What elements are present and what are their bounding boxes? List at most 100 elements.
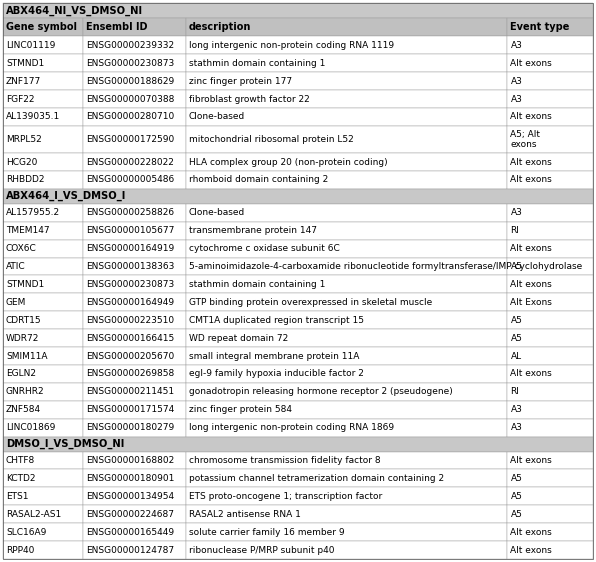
Text: ATIC: ATIC (6, 262, 26, 271)
Bar (3, 505, 83, 523)
Bar (83, 329, 186, 347)
Bar (507, 419, 593, 437)
Text: STMND1: STMND1 (6, 280, 44, 289)
Text: ENSG00000180901: ENSG00000180901 (86, 474, 174, 483)
Text: ETS proto-oncogene 1; transcription factor: ETS proto-oncogene 1; transcription fact… (189, 492, 382, 501)
Text: RHBDD2: RHBDD2 (6, 175, 45, 184)
Bar (507, 505, 593, 523)
Text: RI: RI (510, 226, 519, 235)
Text: Alt exons: Alt exons (510, 456, 552, 465)
Bar (507, 108, 593, 126)
Bar (507, 18, 593, 37)
Bar (83, 505, 186, 523)
Bar (507, 171, 593, 189)
Text: ABX464_I_VS_DMSO_I: ABX464_I_VS_DMSO_I (6, 191, 126, 202)
Bar (186, 541, 507, 559)
Text: AL: AL (510, 352, 522, 361)
Text: A3: A3 (510, 76, 522, 85)
Bar (507, 451, 593, 469)
Bar (83, 293, 186, 311)
Text: ENSG00000134954: ENSG00000134954 (86, 492, 174, 501)
Text: DMSO_I_VS_DMSO_NI: DMSO_I_VS_DMSO_NI (6, 439, 125, 449)
Text: Clone-based: Clone-based (189, 209, 245, 217)
Bar (3, 204, 83, 221)
Text: stathmin domain containing 1: stathmin domain containing 1 (189, 59, 325, 68)
Bar (507, 72, 593, 90)
Bar (3, 383, 83, 401)
Text: Gene symbol: Gene symbol (6, 22, 77, 32)
Text: Alt exons: Alt exons (510, 528, 552, 537)
Text: rhomboid domain containing 2: rhomboid domain containing 2 (189, 175, 328, 184)
Bar (186, 347, 507, 365)
Text: long intergenic non-protein coding RNA 1869: long intergenic non-protein coding RNA 1… (189, 423, 394, 432)
Bar (186, 108, 507, 126)
Text: WDR72: WDR72 (6, 334, 39, 343)
Bar (3, 275, 83, 293)
Bar (83, 383, 186, 401)
Bar (83, 90, 186, 108)
Bar (186, 221, 507, 239)
Bar (83, 257, 186, 275)
Text: ZNF584: ZNF584 (6, 405, 41, 414)
Text: ENSG00000171574: ENSG00000171574 (86, 405, 174, 414)
Bar (83, 153, 186, 171)
Bar (83, 469, 186, 487)
Text: ENSG00000165449: ENSG00000165449 (86, 528, 174, 537)
Text: ENSG00000211451: ENSG00000211451 (86, 387, 174, 396)
Bar (83, 239, 186, 257)
Text: Alt exons: Alt exons (510, 244, 552, 253)
Bar (507, 347, 593, 365)
Bar (186, 55, 507, 72)
Bar (507, 55, 593, 72)
Bar (507, 126, 593, 153)
Bar (83, 108, 186, 126)
Text: Alt exons: Alt exons (510, 175, 552, 184)
Text: ENSG00000005486: ENSG00000005486 (86, 175, 174, 184)
Text: stathmin domain containing 1: stathmin domain containing 1 (189, 280, 325, 289)
Text: ENSG00000280710: ENSG00000280710 (86, 112, 174, 121)
Text: Alt Exons: Alt Exons (510, 298, 552, 307)
Text: potassium channel tetramerization domain containing 2: potassium channel tetramerization domain… (189, 474, 444, 483)
Text: A3: A3 (510, 209, 522, 217)
Bar (3, 311, 83, 329)
Bar (83, 204, 186, 221)
Bar (83, 171, 186, 189)
Bar (186, 505, 507, 523)
Bar (83, 55, 186, 72)
Bar (507, 90, 593, 108)
Bar (186, 311, 507, 329)
Text: RPP40: RPP40 (6, 546, 35, 555)
Bar (186, 383, 507, 401)
Bar (507, 383, 593, 401)
Text: chromosome transmission fidelity factor 8: chromosome transmission fidelity factor … (189, 456, 380, 465)
Text: A3: A3 (510, 423, 522, 432)
Text: MRPL52: MRPL52 (6, 135, 42, 144)
Text: TMEM147: TMEM147 (6, 226, 49, 235)
Text: ENSG00000205670: ENSG00000205670 (86, 352, 174, 361)
Text: ENSG00000172590: ENSG00000172590 (86, 135, 174, 144)
Text: ABX464_NI_VS_DMSO_NI: ABX464_NI_VS_DMSO_NI (6, 5, 143, 16)
Text: KCTD2: KCTD2 (6, 474, 36, 483)
Text: ENSG00000224687: ENSG00000224687 (86, 510, 173, 519)
Text: zinc finger protein 177: zinc finger protein 177 (189, 76, 292, 85)
Text: A5: A5 (510, 474, 522, 483)
Bar (507, 311, 593, 329)
Bar (3, 347, 83, 365)
Text: WD repeat domain 72: WD repeat domain 72 (189, 334, 288, 343)
Bar (3, 365, 83, 383)
Bar (507, 239, 593, 257)
Text: Alt exons: Alt exons (510, 546, 552, 555)
Bar (3, 18, 83, 37)
Bar (83, 72, 186, 90)
Text: HCG20: HCG20 (6, 157, 38, 166)
Bar (186, 469, 507, 487)
Bar (507, 37, 593, 55)
Bar (3, 171, 83, 189)
Bar (186, 72, 507, 90)
Text: ENSG00000105677: ENSG00000105677 (86, 226, 174, 235)
Bar (186, 487, 507, 505)
Bar (3, 487, 83, 505)
Bar (507, 257, 593, 275)
Text: LINC01119: LINC01119 (6, 41, 55, 50)
Bar (186, 275, 507, 293)
